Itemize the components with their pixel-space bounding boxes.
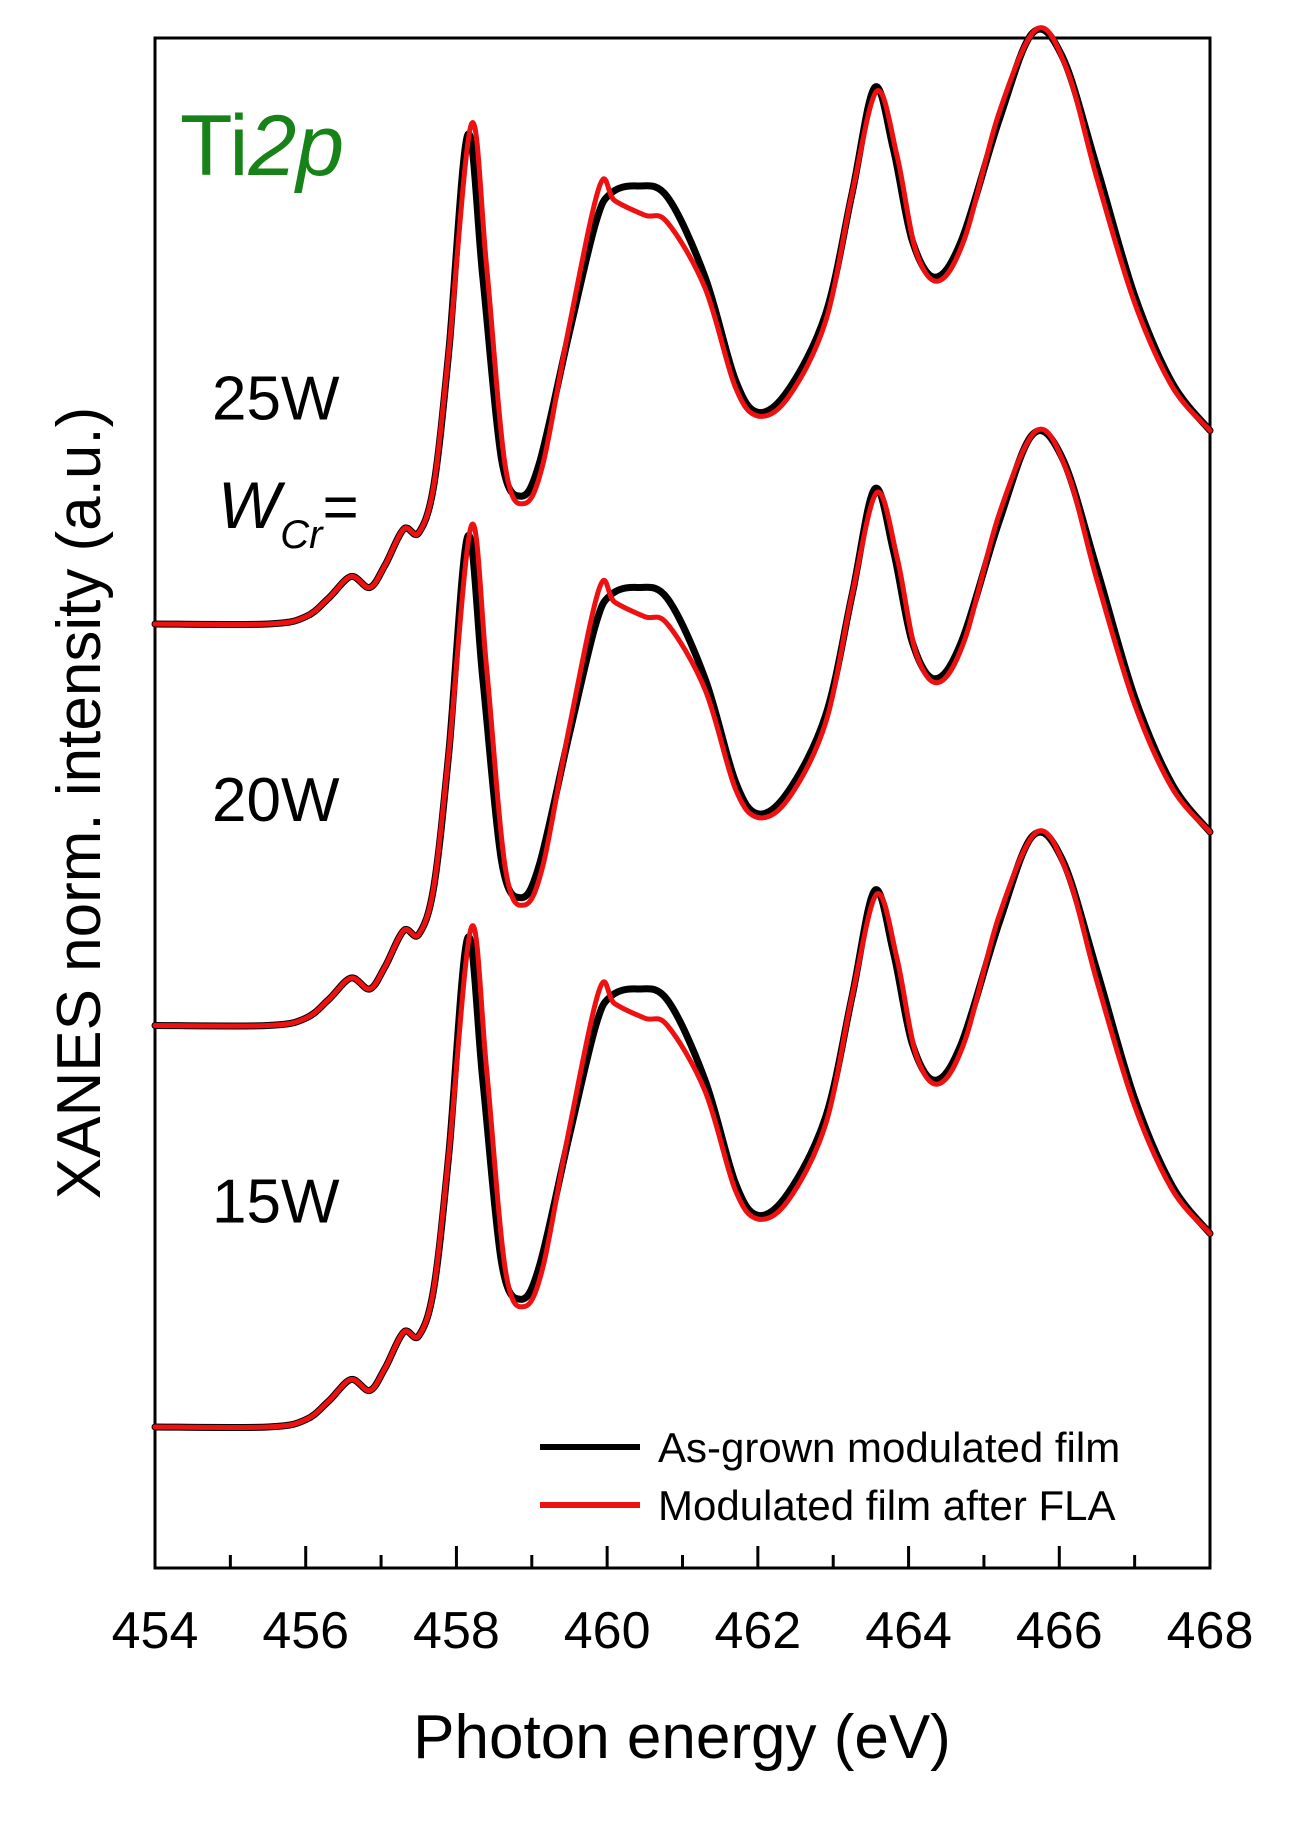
x-tick-label: 466 bbox=[1016, 1602, 1103, 1660]
y-axis-title: XANES norm. intensity (a.u.) bbox=[45, 407, 114, 1200]
parameter-suffix: = bbox=[323, 473, 359, 542]
group-label-15w: 15W bbox=[212, 1167, 340, 1236]
x-tick-label: 454 bbox=[112, 1602, 199, 1660]
curves-layer bbox=[151, 25, 1214, 1432]
parameter-subscript: Cr bbox=[280, 513, 324, 557]
x-tick-label: 468 bbox=[1167, 1602, 1254, 1660]
x-axis: 454 456 458 460 462 464 466 468 bbox=[112, 1546, 1254, 1660]
parameter-symbol: W bbox=[218, 468, 286, 542]
x-tick-label: 458 bbox=[413, 1602, 500, 1660]
legend-label: As-grown modulated film bbox=[658, 1424, 1120, 1471]
curve-25w-after-fla bbox=[152, 25, 1213, 628]
x-tick-label: 460 bbox=[564, 1602, 651, 1660]
curve-20w-after-fla bbox=[152, 426, 1213, 1029]
plot-frame bbox=[153, 36, 1212, 1570]
group-labels: 25W 20W 15W bbox=[212, 364, 340, 1236]
parameter-label: WCr= bbox=[218, 468, 359, 557]
element-edge: 2p bbox=[247, 98, 344, 194]
x-tick-label: 464 bbox=[865, 1602, 952, 1660]
curve-15w-after-fla bbox=[152, 828, 1213, 1431]
element-symbol: Ti bbox=[180, 98, 248, 194]
group-label-25w: 25W bbox=[212, 364, 340, 433]
element-label: Ti2p bbox=[180, 98, 344, 194]
legend-label: Modulated film after FLA bbox=[658, 1482, 1116, 1529]
legend: As-grown modulated film Modulated film af… bbox=[540, 1424, 1120, 1529]
x-axis-title: Photon energy (eV) bbox=[413, 1703, 951, 1772]
group-label-20w: 20W bbox=[212, 766, 340, 835]
x-tick-label: 462 bbox=[714, 1602, 801, 1660]
x-tick-label: 456 bbox=[262, 1602, 349, 1660]
